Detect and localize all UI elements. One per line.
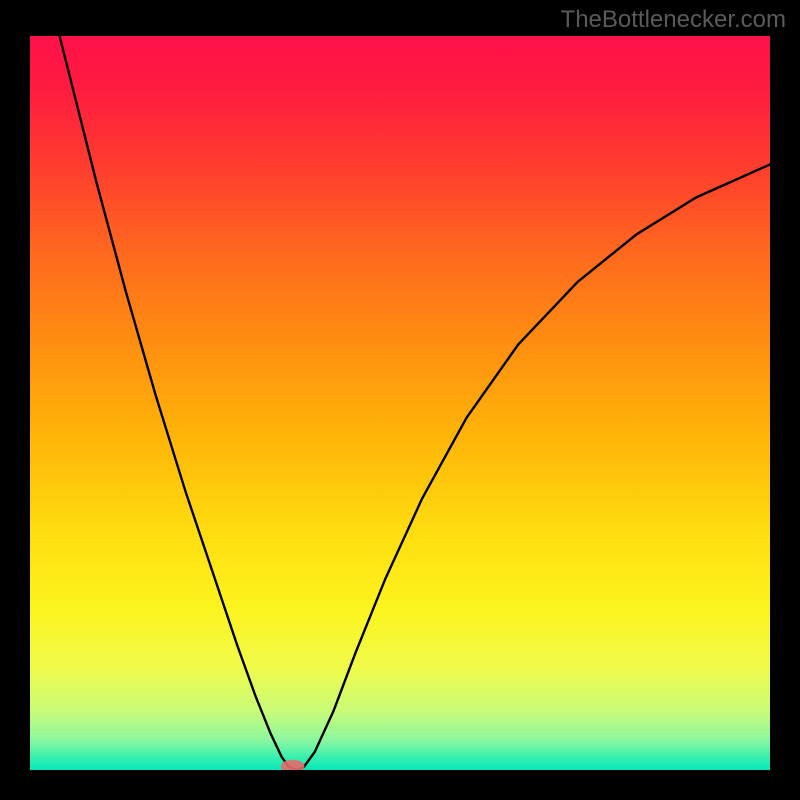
- watermark-text: TheBottlenecker.com: [561, 6, 786, 34]
- chart-svg: [30, 36, 770, 770]
- chart-frame: TheBottlenecker.com: [0, 0, 800, 800]
- plot-area: [30, 36, 770, 770]
- gradient-background: [30, 36, 770, 770]
